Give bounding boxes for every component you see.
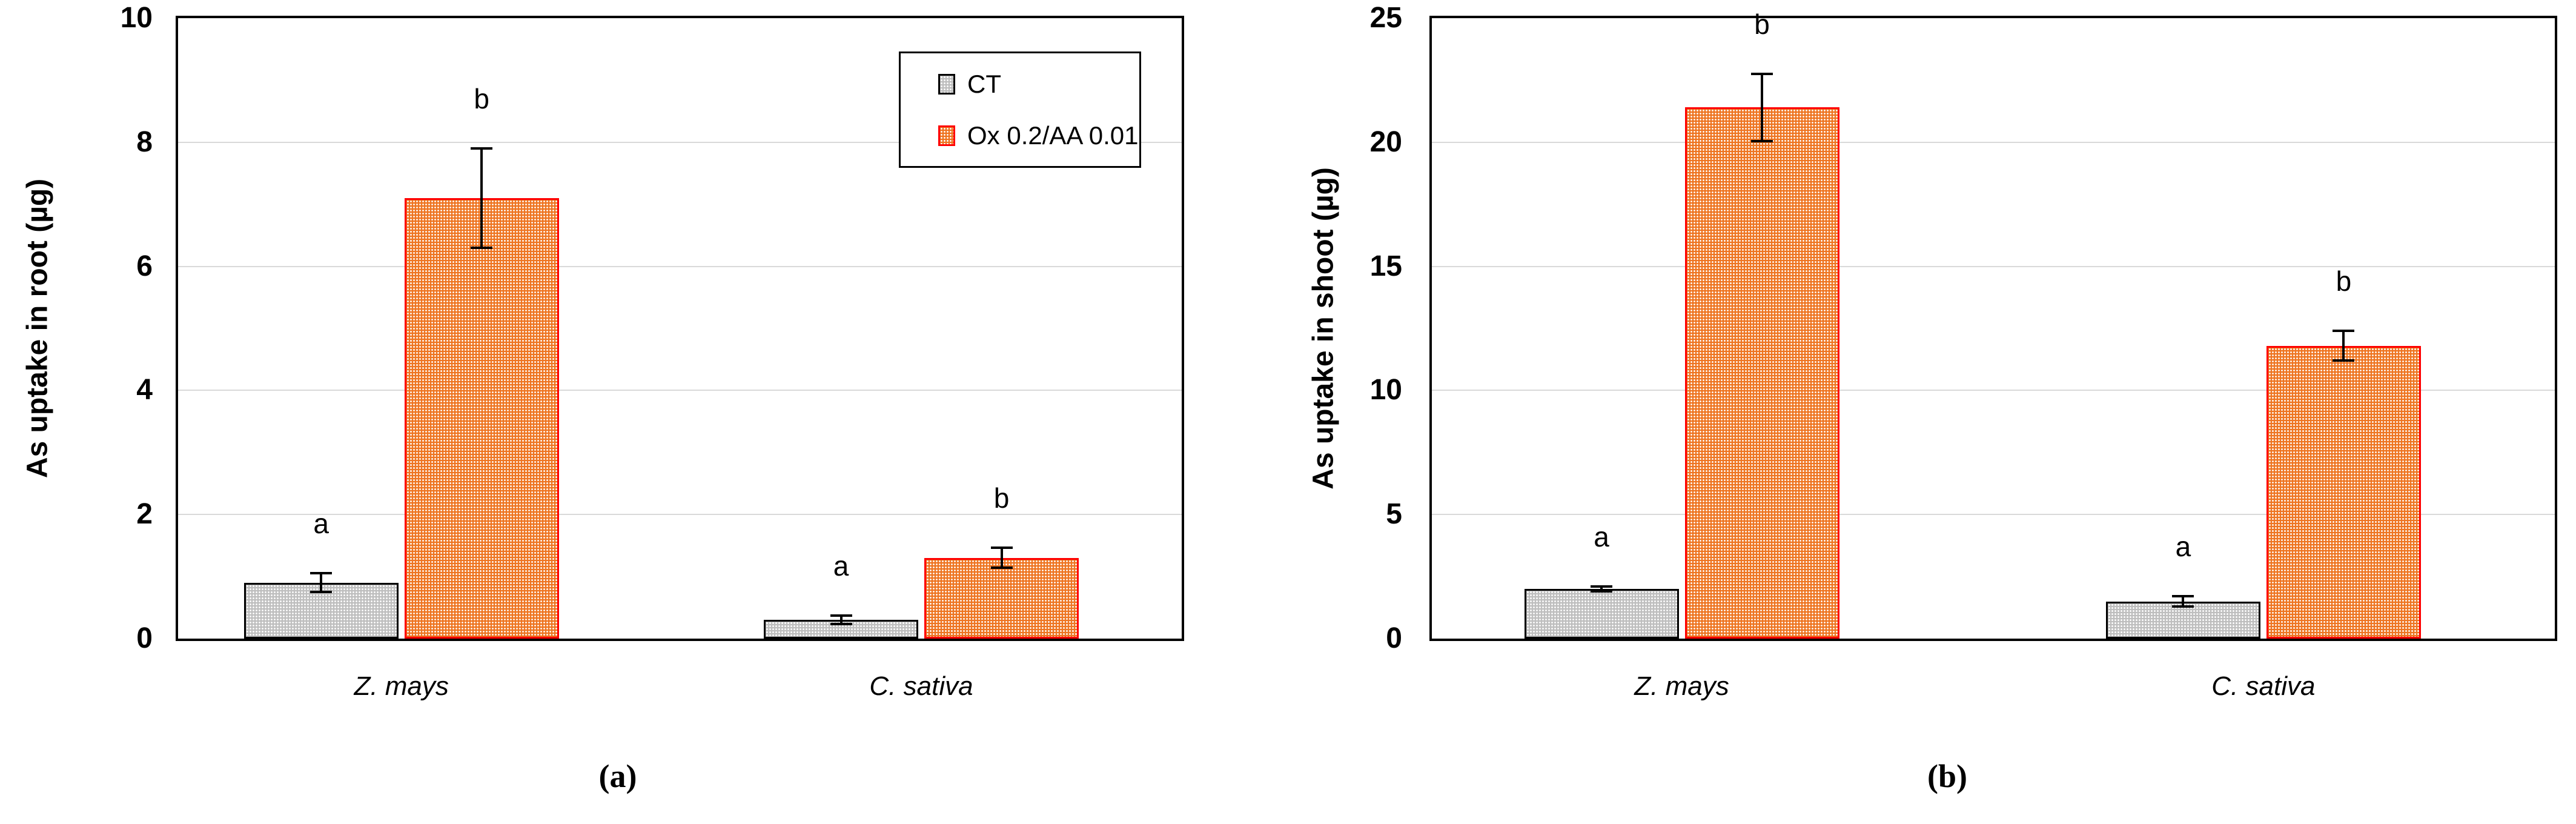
bar-CT-C. sativa	[764, 620, 918, 639]
error-bar	[1761, 74, 1763, 141]
error-bar	[1600, 586, 1603, 592]
plot-area-root: CT Ox 0.2/AA 0.01 a a b b	[176, 16, 1184, 641]
gridline-y-20	[1432, 141, 2555, 143]
error-bar	[2182, 596, 2185, 606]
significance-letter: b	[1754, 8, 1770, 41]
legend-label-ct: CT	[967, 69, 1001, 98]
gridline-y-5	[1432, 514, 2555, 516]
bar-Ox 0.2/AA 0.01-C. sativa	[924, 557, 1079, 639]
bar-Ox 0.2/AA 0.01-C. sativa	[2266, 345, 2421, 639]
x-category-label: Z. mays	[354, 671, 449, 701]
error-bar-cap-top	[990, 547, 1013, 550]
y-tick-label: 10	[1369, 374, 1402, 407]
error-bar	[480, 148, 483, 248]
error-bar-cap-top	[1751, 73, 1773, 76]
y-tick-label: 4	[136, 374, 153, 407]
error-bar	[320, 573, 323, 593]
error-bar-cap-top	[471, 147, 493, 150]
y-tick-label: 5	[1386, 498, 1402, 531]
gridline-y-8	[178, 141, 1182, 143]
error-bar	[839, 616, 843, 625]
y-tick-label: 2	[136, 498, 153, 531]
legend-swatch-ct	[938, 73, 955, 95]
y-tick-label: 8	[136, 125, 153, 158]
x-category-label: C. sativa	[2211, 671, 2316, 701]
gridline-y-4	[178, 390, 1182, 391]
error-bar-cap-top	[1591, 585, 1612, 588]
legend-swatch-ox	[938, 125, 955, 146]
gridline-y-10	[1432, 390, 2555, 391]
bar-Ox 0.2/AA 0.01-Z. mays	[404, 198, 559, 639]
error-bar-cap-top	[2172, 595, 2194, 598]
bar-CT-Z. mays	[1524, 589, 1679, 639]
error-bar-cap-bottom	[830, 623, 852, 626]
error-bar-cap-bottom	[1751, 139, 1773, 142]
error-bar	[1000, 548, 1003, 568]
gridline-y-2	[178, 514, 1182, 516]
error-bar	[2342, 331, 2345, 361]
significance-letter: b	[2336, 265, 2352, 297]
plot-area-shoot: a a b b	[1429, 8, 2557, 641]
legend-item-ct: CT	[938, 70, 1139, 99]
error-bar-cap-bottom	[990, 566, 1013, 570]
gridline-y-15	[1432, 265, 2555, 267]
y-tick-label: 10	[120, 2, 153, 34]
y-tick-label: 0	[136, 622, 153, 654]
significance-letter: b	[474, 83, 489, 115]
error-bar-cap-bottom	[310, 591, 333, 594]
legend-item-ox: Ox 0.2/AA 0.01	[938, 121, 1139, 150]
y-tick-label: 20	[1369, 125, 1402, 158]
significance-letter: a	[2175, 531, 2191, 563]
y-tick-label: 15	[1369, 250, 1402, 282]
x-category-label: C. sativa	[869, 671, 973, 701]
error-bar-cap-bottom	[2172, 605, 2194, 608]
y-tick-label: 6	[136, 250, 153, 282]
legend: CT Ox 0.2/AA 0.01	[899, 51, 1141, 168]
bar-Ox 0.2/AA 0.01-Z. mays	[1684, 107, 1839, 639]
significance-letter: b	[993, 482, 1010, 514]
y-tick-label: 0	[1386, 622, 1402, 654]
error-bar-cap-bottom	[1591, 590, 1612, 593]
significance-letter: a	[833, 550, 849, 582]
significance-letter: a	[313, 508, 329, 540]
significance-letter: a	[1594, 520, 1609, 553]
y-tick-label: 25	[1369, 2, 1402, 34]
error-bar-cap-bottom	[2333, 359, 2355, 362]
error-bar-cap-top	[830, 614, 852, 617]
gridline-y-6	[178, 265, 1182, 267]
panel-caption-a: (a)	[598, 758, 637, 794]
bar-CT-C. sativa	[2105, 601, 2260, 639]
panel-caption-b: (b)	[1927, 758, 1967, 794]
x-category-label: Z. mays	[1634, 671, 1729, 701]
error-bar-cap-bottom	[471, 246, 493, 249]
error-bar-cap-top	[2333, 330, 2355, 333]
legend-label-ox: Ox 0.2/AA 0.01	[967, 121, 1139, 150]
error-bar-cap-top	[310, 572, 333, 575]
y-axis-title-shoot: As uptake in shoot (µg)	[1307, 167, 1340, 490]
